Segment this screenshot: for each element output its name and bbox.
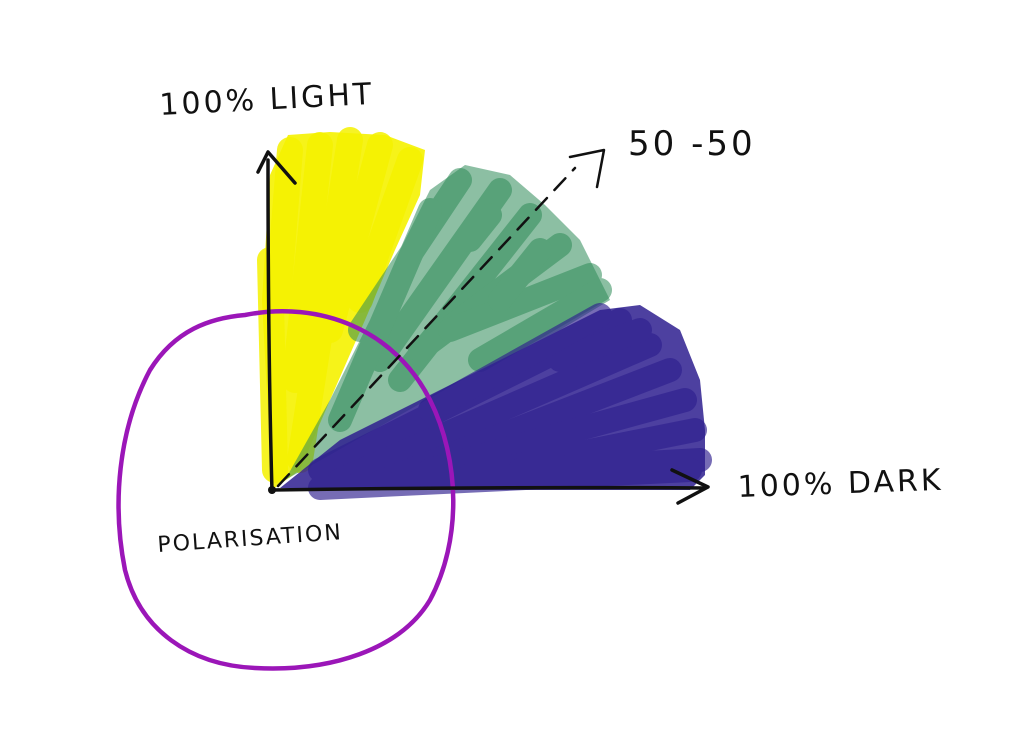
green-brush-stroke [488,238,552,312]
green-brush-stroke [458,203,502,252]
blue-brush-stroke [418,388,697,482]
horizontal-axis-arrowhead [670,468,710,505]
circle-label: POLARISATION [157,520,344,558]
blue-brush-stroke [308,458,702,500]
vertical-axis-label: 100% LIGHT [159,77,376,123]
mixed-region-strokes [328,168,612,432]
mixed-region [285,165,612,480]
polarisation-circle [116,309,456,671]
origin-point [268,486,276,494]
dark-region [280,303,712,500]
light-region [257,127,425,490]
diagonal-label: 50 -50 [628,124,756,164]
green-brush-stroke [328,198,442,432]
axes [256,148,710,505]
diagonal-arrowhead [568,148,606,189]
dark-region-strokes [308,303,712,500]
light-region-strokes [257,127,423,483]
horizontal-axis-label: 100% DARK [737,463,944,505]
vertical-axis-arrowhead [256,150,297,185]
vertical-axis-line [266,158,274,494]
blue-brush-stroke [418,303,612,422]
horizontal-axis-line [270,485,707,492]
yellow-brush-stroke [282,132,333,393]
green-brush-stroke [438,263,602,342]
diagonal-dashed-line [276,166,577,488]
yellow-brush-stroke [317,132,393,343]
green-brush-stroke [468,278,612,372]
yellow-brush-stroke [347,147,423,313]
blue-brush-stroke [328,333,662,492]
blue-brush-stroke [548,318,652,372]
yellow-brush-stroke [257,247,288,483]
